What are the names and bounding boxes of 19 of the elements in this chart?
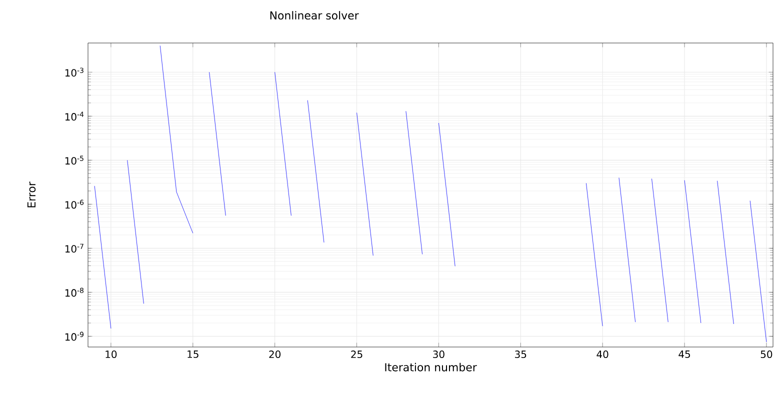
y-tick-label: 10$^{-8}$ [65, 288, 84, 297]
x-tick-label: 15 [188, 350, 198, 358]
x-tick-label: 40 [596, 350, 608, 358]
x-tick-label: 50 [760, 350, 772, 358]
x-tick-label: 25 [351, 350, 362, 358]
y-tick-label: 10$^{-3}$ [65, 68, 84, 77]
x-tick-label: 20 [269, 350, 281, 358]
y-tick-label: 10$^{-6}$ [65, 200, 84, 209]
y-tick-label: 10$^{-9}$ [65, 332, 84, 341]
y-axis-title: Error [27, 182, 36, 208]
x-axis-title: Iteration number [385, 362, 477, 372]
x-tick-label: 35 [515, 350, 526, 358]
chart-title: Nonlinear solver [270, 11, 359, 20]
y-tick-label: 10$^{-5}$ [65, 156, 84, 165]
y-tick-label: 10$^{-7}$ [65, 244, 84, 253]
y-tick-label: 10$^{-4}$ [65, 112, 84, 121]
x-tick-label: 45 [678, 350, 690, 358]
x-tick-label: 10 [106, 350, 117, 358]
x-tick-label: 30 [433, 350, 444, 358]
